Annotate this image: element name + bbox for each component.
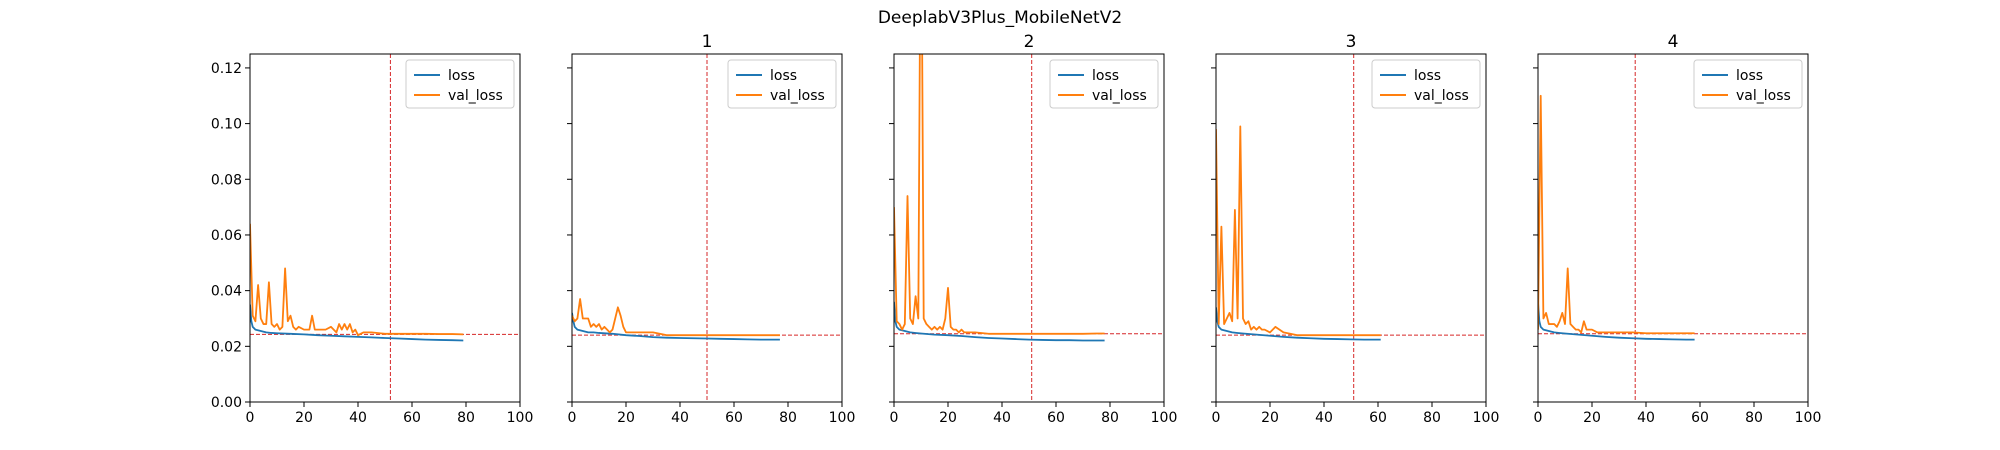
x-tick-label: 40: [993, 410, 1011, 426]
y-tick-label: 0.12: [211, 61, 242, 77]
x-tick-label: 60: [1047, 410, 1065, 426]
x-tick-label: 40: [671, 410, 689, 426]
series-line-val_loss: [894, 54, 1105, 335]
y-tick-label: 0.06: [211, 228, 242, 244]
plot-area: [572, 54, 842, 402]
x-tick-label: 80: [779, 410, 797, 426]
series-line-loss: [572, 312, 780, 341]
axes-frame: [1537, 53, 1809, 403]
x-tick-label: 0: [246, 410, 255, 426]
series-line-loss: [1538, 301, 1695, 341]
subplot-title: 1: [702, 32, 713, 52]
legend-label-val_loss: val_loss: [1092, 88, 1147, 104]
x-tick-label: 80: [1745, 410, 1763, 426]
legend: loss val_loss: [405, 59, 515, 109]
x-tick-label: 80: [457, 410, 475, 426]
x-tick-label: 60: [1691, 410, 1709, 426]
y-tick-label: 0.10: [211, 117, 242, 133]
legend: loss val_loss: [1693, 59, 1803, 109]
axes-frame: [249, 53, 521, 403]
x-tick-label: 100: [507, 410, 534, 426]
subplot-0: 0 20 40 60 80 100 0.00 0.02 0.04 0.06 0.08 0.10 0.12…: [211, 53, 534, 426]
y-tick-label: 0.08: [211, 172, 242, 188]
x-tick-label: 0: [1212, 410, 1221, 426]
legend-label-val_loss: val_loss: [770, 88, 825, 104]
x-tick-label: 20: [1261, 410, 1279, 426]
legend: loss val_loss: [727, 59, 837, 109]
y-tick-label: 0.04: [211, 284, 242, 300]
x-tick-label: 40: [1637, 410, 1655, 426]
x-tick-label: 100: [1151, 410, 1178, 426]
x-tick-label: 40: [1315, 410, 1333, 426]
x-tick-label: 20: [939, 410, 957, 426]
y-tick-label: 0.00: [211, 395, 242, 411]
legend-label-loss: loss: [448, 68, 475, 84]
x-tick-label: 20: [1583, 410, 1601, 426]
x-tick-label: 0: [568, 410, 577, 426]
series-line-loss: [250, 304, 464, 342]
series-line-val_loss: [1216, 125, 1381, 337]
x-tick-label: 40: [349, 410, 367, 426]
plot-area: [250, 54, 520, 402]
figure-suptitle: DeeplabV3Plus_MobileNetV2: [878, 8, 1122, 28]
x-tick-label: 100: [1473, 410, 1500, 426]
series-line-loss: [1216, 307, 1381, 341]
subplot-title: 4: [1668, 32, 1679, 52]
x-tick-label: 0: [890, 410, 899, 426]
x-tick-label: 20: [295, 410, 313, 426]
subplot-3: 3 0 20 40 60 80 100 loss val_loss: [1211, 32, 1499, 426]
legend-label-loss: loss: [770, 68, 797, 84]
axes-frame: [571, 53, 843, 403]
legend-label-loss: loss: [1092, 68, 1119, 84]
legend: loss val_loss: [1371, 59, 1481, 109]
x-tick-label: 60: [1369, 410, 1387, 426]
x-tick-label: 20: [617, 410, 635, 426]
plot-area: [1216, 54, 1486, 402]
plot-area: [894, 54, 1164, 402]
subplot-grid: 0 20 40 60 80 1000.000.020.040.060.080.100.12…: [211, 32, 1822, 426]
legend-label-loss: loss: [1736, 68, 1763, 84]
legend-label-val_loss: val_loss: [1736, 88, 1791, 104]
x-tick-label: 60: [403, 410, 421, 426]
axes-frame: [1215, 53, 1487, 403]
x-tick-label: 80: [1423, 410, 1441, 426]
subplot-title: 2: [1024, 32, 1035, 52]
x-tick-label: 0: [1534, 410, 1543, 426]
legend-label-loss: loss: [1414, 68, 1441, 84]
series-line-val_loss: [572, 298, 780, 337]
x-tick-label: 100: [829, 410, 856, 426]
plot-area: [1538, 54, 1808, 402]
legend: loss val_loss: [1049, 59, 1159, 109]
x-tick-label: 60: [725, 410, 743, 426]
legend-label-val_loss: val_loss: [1414, 88, 1469, 104]
series-line-val_loss: [250, 223, 464, 337]
x-tick-label: 100: [1795, 410, 1822, 426]
axes-frame: [893, 53, 1165, 403]
x-tick-label: 80: [1101, 410, 1119, 426]
series-line-val_loss: [1538, 94, 1695, 335]
subplot-1: 1 0 20 40 60 80 100 loss val_loss: [567, 32, 855, 426]
legend-label-val_loss: val_loss: [448, 88, 503, 104]
y-tick-label: 0.02: [211, 339, 242, 355]
subplot-title: 3: [1346, 32, 1357, 52]
